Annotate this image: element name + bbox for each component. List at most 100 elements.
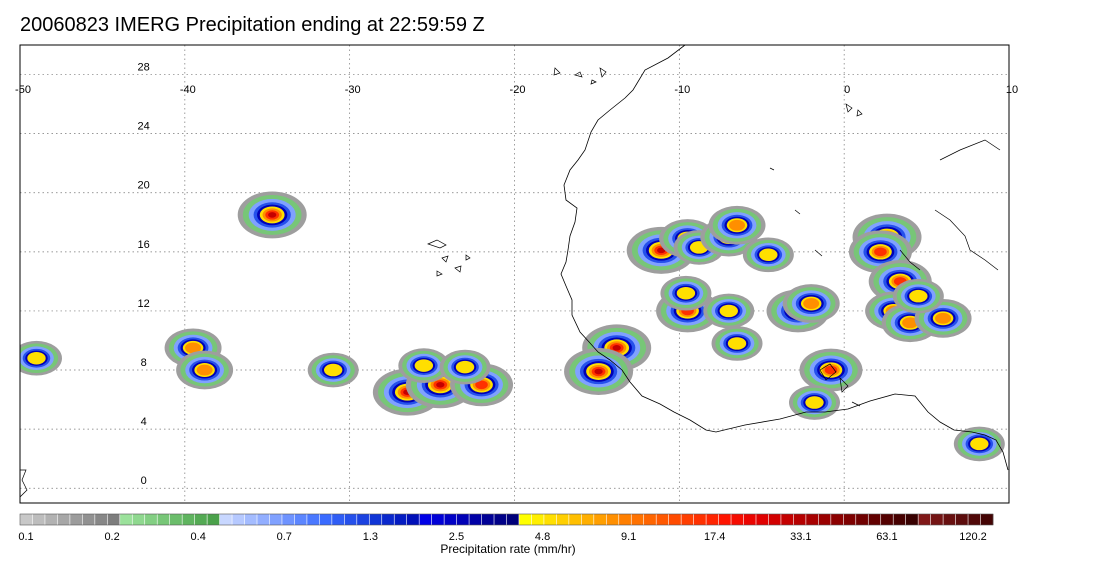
colorbar-swatch — [843, 514, 857, 525]
lon-tick-label: -40 — [180, 84, 196, 96]
colorbar-tick: 0.1 — [18, 531, 33, 543]
precip-contour — [729, 219, 746, 231]
precip-cell — [708, 205, 766, 245]
precip-contour — [824, 365, 838, 375]
colorbar-swatch — [918, 514, 931, 525]
colorbar-swatch — [531, 514, 545, 525]
colorbar-swatch — [606, 514, 620, 525]
colorbar-swatch — [32, 514, 46, 525]
colorbar-swatch — [406, 514, 420, 525]
colorbar-swatch — [207, 514, 220, 525]
colorbar-swatch — [706, 514, 719, 525]
colorbar-swatch — [356, 514, 370, 525]
colorbar-swatch — [219, 514, 233, 525]
lat-tick-label: 8 — [141, 357, 147, 369]
precip-contour — [759, 248, 778, 262]
precip-cell — [788, 385, 840, 420]
precip-cell — [176, 350, 234, 390]
precip-contour — [805, 396, 824, 409]
colorbar-swatch — [444, 514, 457, 525]
lat-tick-label: 0 — [141, 475, 147, 487]
colorbar-swatch — [469, 514, 482, 525]
colorbar-tick: 4.8 — [535, 531, 550, 543]
colorbar-tick: 9.1 — [621, 531, 636, 543]
precip-contour — [196, 364, 213, 376]
precip-cell — [914, 298, 972, 338]
precip-cell — [799, 348, 863, 392]
colorbar-swatch — [868, 514, 882, 525]
precip-contour — [594, 368, 603, 375]
precip-cell — [439, 349, 491, 385]
colorbar-swatch — [581, 514, 595, 525]
precip-cell — [782, 284, 840, 323]
precip-cell — [892, 278, 944, 314]
colorbar-swatch — [20, 514, 33, 525]
colorbar-swatch — [818, 514, 832, 525]
colorbar-swatch — [232, 514, 245, 525]
precip-contour — [970, 437, 989, 451]
colorbar-swatch — [157, 514, 170, 525]
precip-contour — [902, 317, 919, 329]
precip-contour — [475, 380, 488, 390]
colorbar-swatch — [656, 514, 669, 525]
colorbar-tick: 63.1 — [876, 531, 897, 543]
colorbar-swatch — [805, 514, 819, 525]
precip-cell — [20, 340, 62, 376]
precip-cell — [398, 348, 450, 383]
lat-tick-label: 24 — [138, 121, 150, 133]
colorbar-swatch — [543, 514, 557, 525]
colorbar-swatch — [968, 514, 981, 525]
colorbar-tick: 33.1 — [790, 531, 811, 543]
precip-contour — [436, 381, 445, 388]
precip-cell — [742, 237, 794, 273]
lon-tick-label: -30 — [345, 84, 361, 96]
precip-contour — [935, 312, 952, 324]
precip-contour — [676, 286, 696, 300]
colorbar-swatch — [132, 514, 146, 525]
colorbar-tick: 1.3 — [363, 531, 378, 543]
colorbar-swatch — [381, 514, 395, 525]
colorbar-label: Precipitation rate (mm/hr) — [440, 542, 576, 556]
colorbar-swatch — [618, 514, 632, 525]
colorbar-swatch — [431, 514, 445, 525]
colorbar-tick: 2.5 — [449, 531, 464, 543]
colorbar-tick: 120.2 — [959, 531, 987, 543]
colorbar-swatch — [631, 514, 645, 525]
lat-tick-label: 20 — [138, 180, 150, 192]
colorbar-swatch — [281, 514, 295, 525]
lon-tick-label: -20 — [510, 84, 526, 96]
precip-contour — [414, 359, 434, 372]
colorbar-swatch — [693, 514, 707, 525]
colorbar-swatch — [306, 514, 320, 525]
colorbar — [19, 513, 994, 526]
lat-tick-label: 12 — [138, 298, 150, 310]
colorbar-swatch — [668, 514, 682, 525]
colorbar-swatch — [830, 514, 844, 525]
precip-cell — [307, 352, 359, 388]
colorbar-tick: 0.4 — [191, 531, 206, 543]
colorbar-swatch — [943, 514, 956, 525]
colorbar-swatch — [568, 514, 582, 525]
lon-tick-label: 10 — [1006, 84, 1018, 96]
precip-contour — [909, 289, 928, 303]
lon-tick-label: -10 — [674, 84, 690, 96]
precip-contour — [268, 212, 277, 218]
colorbar-swatch — [94, 514, 108, 525]
precip-cell — [564, 348, 634, 395]
longitude-labels: -50 -40 -30 -20 -10 0 10 — [15, 84, 1018, 96]
colorbar-swatch — [244, 514, 258, 525]
colorbar-swatch — [718, 514, 732, 525]
colorbar-swatch — [319, 514, 333, 525]
colorbar-swatch — [369, 514, 383, 525]
map-title: 20060823 IMERG Precipitation ending at 2… — [20, 14, 485, 36]
precip-contour — [612, 345, 621, 351]
colorbar-swatch — [731, 514, 744, 525]
precip-contour — [324, 363, 343, 377]
colorbar-frame — [19, 513, 994, 526]
precip-cell — [237, 191, 307, 239]
colorbar-swatch — [481, 514, 495, 525]
colorbar-swatch — [643, 514, 657, 525]
colorbar-swatch — [518, 514, 532, 525]
colorbar-swatch — [82, 514, 96, 525]
